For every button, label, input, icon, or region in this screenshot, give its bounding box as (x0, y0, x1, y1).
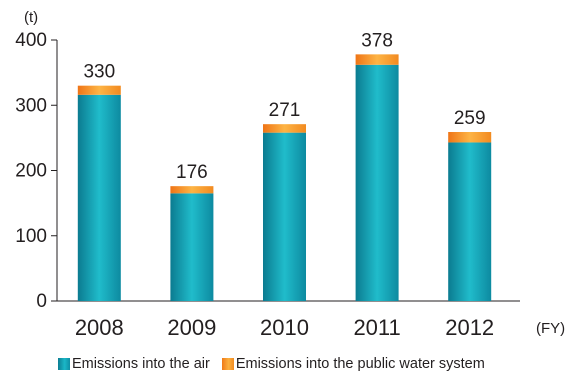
data-label-2012: 259 (454, 108, 486, 129)
y-tick-label: 0 (36, 291, 47, 312)
legend: Emissions into the air Emissions into th… (58, 356, 497, 372)
x-axis-unit: (FY) (536, 320, 565, 337)
y-tick-label: 400 (15, 30, 47, 51)
legend-swatch-water (221, 358, 234, 370)
y-tick-label: 100 (15, 226, 47, 247)
legend-label-air: Emissions into the air (72, 356, 210, 372)
x-tick-label-2008: 2008 (75, 315, 124, 340)
bar-air-2009 (170, 193, 214, 301)
bar-water-2009 (170, 186, 214, 194)
legend-item-air: Emissions into the air (58, 356, 210, 372)
y-tick-label: 200 (15, 161, 47, 182)
data-label-2011: 378 (361, 30, 393, 51)
bar-air-2008 (77, 94, 121, 301)
bar-air-2011 (355, 64, 399, 301)
data-label-2008: 330 (83, 62, 115, 83)
data-label-2010: 271 (269, 100, 301, 121)
y-tick-label: 300 (15, 95, 47, 116)
bar-air-2010 (263, 132, 306, 301)
legend-label-water: Emissions into the public water system (235, 356, 485, 372)
bar-air-2012 (448, 142, 492, 301)
x-tick-label-2010: 2010 (260, 315, 309, 340)
bar-water-2011 (355, 54, 399, 65)
x-tick-label-2011: 2011 (353, 315, 400, 340)
x-tick-label-2009: 2009 (167, 315, 216, 340)
bar-water-2010 (263, 124, 306, 133)
bar-water-2012 (448, 132, 492, 143)
legend-swatch-air (58, 358, 70, 370)
y-axis-unit: (t) (24, 9, 38, 26)
x-tick-label-2012: 2012 (445, 315, 494, 340)
legend-item-water: Emissions into the public water system (221, 356, 485, 372)
data-label-2009: 176 (176, 162, 208, 183)
bar-water-2008 (77, 85, 121, 95)
